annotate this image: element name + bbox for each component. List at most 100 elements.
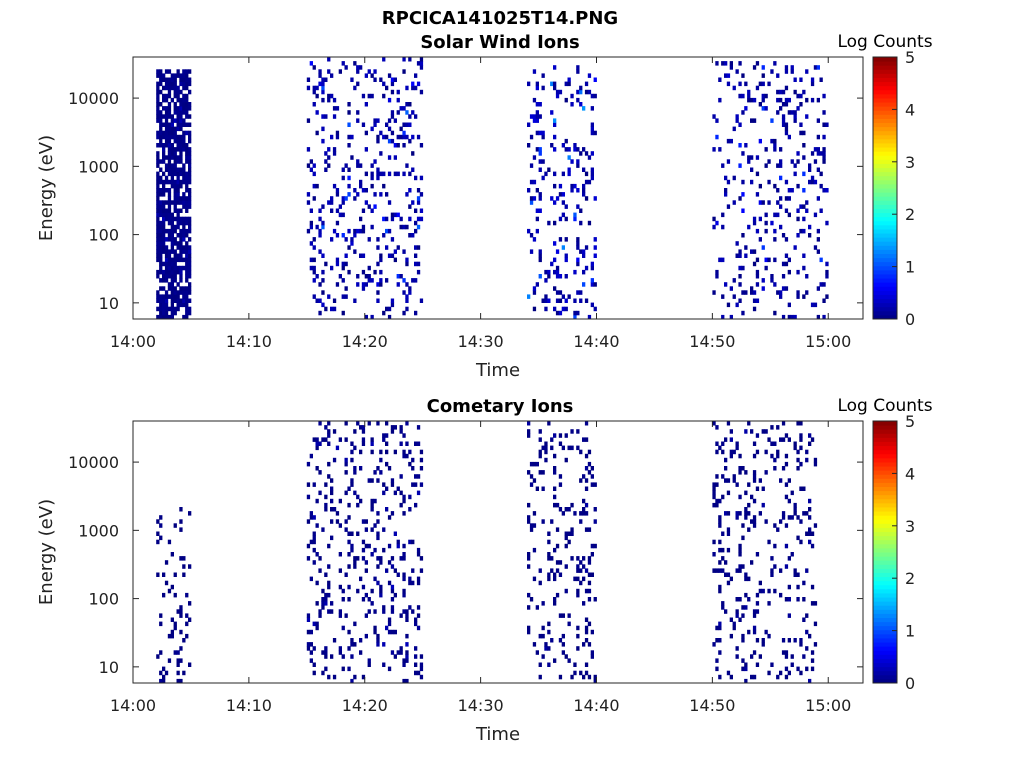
heatmap-cell (735, 118, 739, 123)
heatmap-cell (822, 155, 826, 160)
heatmap-cell (387, 228, 392, 234)
heatmap-cell (176, 216, 180, 222)
heatmap-cell (726, 572, 731, 577)
heatmap-cell (162, 179, 166, 185)
heatmap-cell (182, 102, 186, 107)
heatmap-cell (309, 265, 313, 271)
colorbar-swatch (873, 588, 897, 594)
heatmap-cell (344, 490, 348, 496)
heatmap-cell (341, 167, 345, 172)
heatmap-cell (182, 314, 186, 320)
heatmap-cell (188, 200, 192, 205)
heatmap-cell (744, 511, 748, 516)
heatmap-cell (396, 543, 400, 549)
heatmap-cell (544, 642, 548, 647)
heatmap-cell (382, 527, 386, 532)
heatmap-cell (408, 539, 412, 545)
heatmap-cell (188, 159, 192, 164)
heatmap-cell (724, 457, 728, 463)
heatmap-cell (341, 175, 345, 181)
heatmap-cell (185, 306, 189, 312)
heatmap-cell (752, 515, 757, 520)
heatmap-cell (376, 118, 380, 123)
heatmap-cell (156, 314, 160, 320)
heatmap-cell (332, 106, 337, 111)
heatmap-cell (799, 437, 803, 442)
heatmap-cell (567, 155, 571, 160)
heatmap-cell (167, 274, 172, 279)
colorbar-swatch (873, 290, 897, 295)
heatmap-cell (159, 298, 163, 303)
heatmap-cell (825, 122, 829, 127)
heatmap-cell (162, 228, 166, 234)
heatmap-cell (408, 494, 412, 500)
heatmap-cell (779, 147, 783, 152)
heatmap-cell (402, 449, 406, 455)
y-tick-label: 1000 (78, 521, 119, 540)
heatmap-cell (173, 151, 177, 156)
heatmap-cell (416, 269, 421, 275)
heatmap-cell (402, 588, 406, 594)
heatmap-cell (555, 89, 560, 95)
heatmap-cell (338, 646, 342, 651)
heatmap-cell (324, 159, 328, 164)
heatmap-cell (527, 605, 531, 610)
colorbar-tick-label: 2 (905, 569, 915, 588)
heatmap-cell (747, 89, 751, 95)
heatmap-cell (752, 97, 757, 103)
heatmap-cell (324, 425, 328, 430)
heatmap-cell (399, 106, 403, 111)
colorbar-swatch (873, 461, 897, 467)
heatmap-cell (356, 274, 360, 279)
heatmap-cell (721, 474, 725, 479)
heatmap-cell (529, 134, 534, 140)
heatmap-cell (170, 179, 174, 185)
heatmap-cell (376, 511, 380, 516)
heatmap-cell (338, 613, 342, 618)
heatmap-cell (576, 257, 580, 263)
heatmap-cell (573, 212, 577, 218)
heatmap-cell (176, 85, 180, 91)
heatmap-cell (547, 421, 551, 426)
heatmap-cell (396, 212, 400, 218)
heatmap-cell (758, 216, 762, 222)
heatmap-cell (816, 228, 820, 234)
heatmap-cell (338, 609, 342, 614)
colorbar-swatch (873, 629, 897, 635)
heatmap-cell (729, 429, 733, 434)
heatmap-cell (379, 592, 383, 598)
heatmap-cell (170, 261, 174, 267)
heatmap-cell (156, 106, 160, 111)
colorbar-tick-label: 4 (905, 100, 915, 119)
heatmap-cell (579, 102, 583, 107)
heatmap-cell (164, 261, 169, 267)
x-axis-label: Time (475, 724, 520, 745)
heatmap-cell (576, 97, 580, 103)
heatmap-cell (188, 306, 192, 312)
heatmap-cell (162, 666, 166, 672)
heatmap-cell (164, 69, 169, 74)
heatmap-cell (593, 130, 597, 136)
heatmap-cell (416, 425, 421, 430)
heatmap-cell (564, 237, 568, 242)
heatmap-cell (796, 515, 800, 520)
heatmap-cell (332, 228, 337, 234)
heatmap-cell (587, 155, 592, 160)
heatmap-cell (185, 147, 189, 152)
heatmap-cell (802, 130, 806, 136)
heatmap-cell (590, 175, 594, 181)
heatmap-cell (576, 568, 580, 573)
heatmap-cell (306, 646, 311, 651)
heatmap-cell (162, 171, 166, 177)
heatmap-cell (729, 633, 733, 639)
heatmap-cell (538, 208, 542, 213)
heatmap-cell (379, 269, 383, 275)
heatmap-cell (793, 511, 797, 516)
heatmap-cell (724, 61, 728, 66)
heatmap-cell (764, 93, 768, 99)
heatmap-cell (779, 204, 783, 209)
heatmap-cell (318, 228, 322, 234)
heatmap-cell (162, 224, 166, 230)
heatmap-cell (185, 85, 189, 91)
heatmap-cell (185, 73, 189, 78)
